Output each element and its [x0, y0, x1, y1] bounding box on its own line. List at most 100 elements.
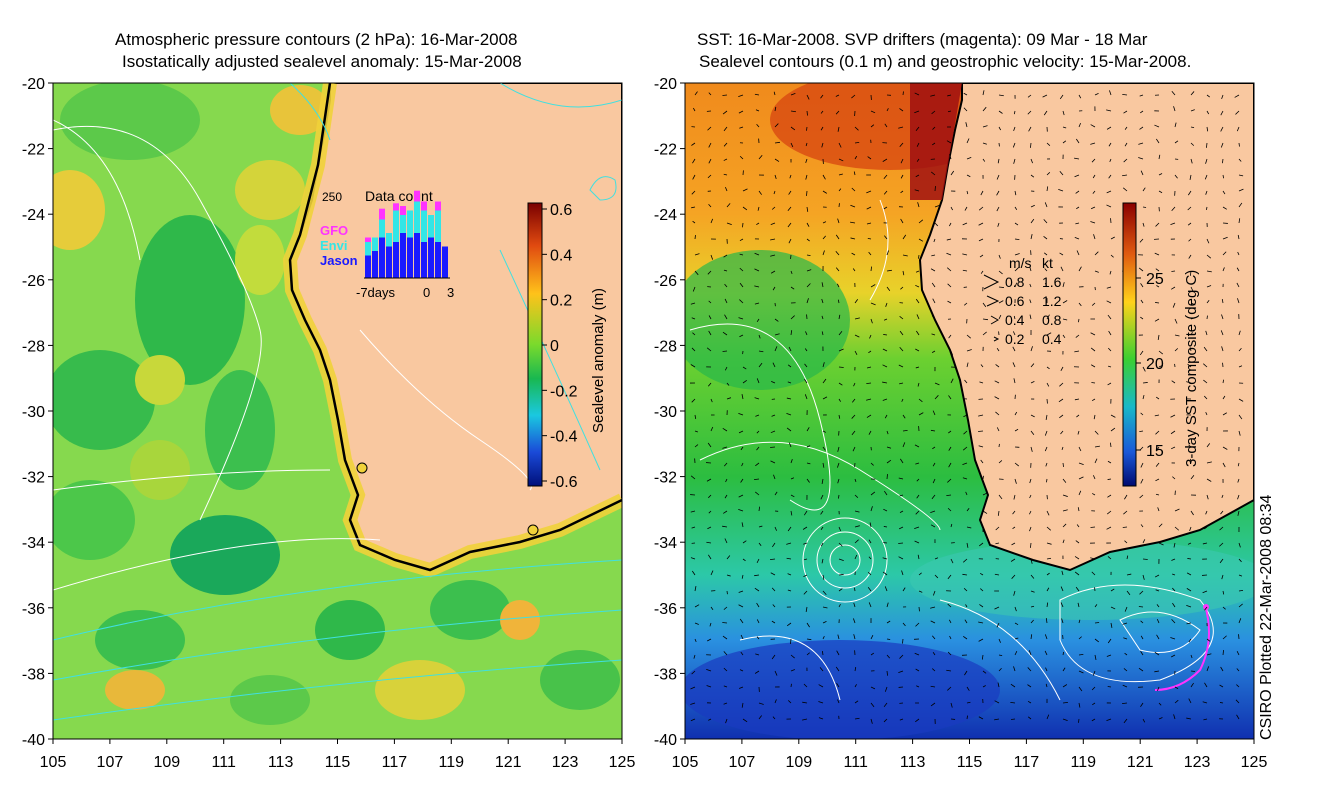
- colorbar-tick-label: 0.4: [550, 247, 572, 264]
- lat-tick-label: -28: [654, 338, 677, 355]
- lat-tick-label: -32: [654, 470, 677, 487]
- left-title-line1: Atmospheric pressure contours (2 hPa): 1…: [115, 30, 518, 49]
- lon-tick-label: 113: [900, 754, 926, 771]
- lat-tick-label: -34: [654, 535, 677, 552]
- inset-legend-jason: Jason: [320, 253, 358, 268]
- data-count-bar-gfo: [421, 201, 427, 211]
- inset-bars: [365, 190, 448, 278]
- data-count-bar-jason: [407, 237, 413, 278]
- colorbar-tick-label: 15: [1146, 443, 1164, 460]
- data-count-bar-jason: [365, 255, 371, 278]
- left-title-line2: Isostatically adjusted sealevel anomaly:…: [122, 52, 522, 71]
- colorbar-tick-label: -0.2: [550, 383, 578, 400]
- data-count-bar-gfo: [393, 203, 399, 211]
- lat-tick-label: -30: [654, 404, 677, 421]
- data-count-bar-jason: [372, 251, 378, 278]
- lat-tick-label: -28: [22, 338, 45, 355]
- data-count-bar-envi: [379, 219, 385, 238]
- lon-tick-label: 125: [1241, 754, 1268, 771]
- lon-tick-label: 109: [153, 754, 180, 771]
- data-count-bar-envi: [400, 215, 406, 233]
- sla-colorbar-ticks: 0.6 0.4 0.2 0 -0.2 -0.4 -0.6: [542, 202, 578, 491]
- lat-tick-label: -38: [654, 666, 677, 683]
- velocity-legend-kt: 1.2: [1042, 293, 1062, 309]
- lon-tick-label: 113: [268, 754, 294, 771]
- lon-tick-label: 125: [609, 754, 636, 771]
- data-count-bar-jason: [442, 246, 448, 278]
- sst-colorbar-ticks: 25 20 15: [1136, 271, 1164, 460]
- lon-tick-label: 117: [382, 754, 408, 771]
- inset-x-label-right: 3: [447, 285, 454, 300]
- data-count-bar-gfo: [435, 201, 441, 211]
- data-count-bar-envi: [372, 237, 378, 251]
- data-count-bar-envi: [414, 201, 420, 233]
- lon-tick-label: 107: [97, 754, 124, 771]
- data-count-bar-jason: [393, 242, 399, 278]
- lon-tick-label: 117: [1014, 754, 1040, 771]
- colorbar-tick-label: 0.6: [550, 202, 572, 219]
- velocity-legend-kt: 0.8: [1042, 312, 1062, 328]
- lat-tick-label: -32: [22, 470, 45, 487]
- lon-tick-label: 109: [785, 754, 812, 771]
- velocity-legend-ms-header: m/s: [1009, 255, 1032, 271]
- inset-legend-envi: Envi: [320, 238, 347, 253]
- data-count-bar-envi: [407, 210, 413, 238]
- drifter-track: [1154, 604, 1210, 691]
- data-count-bar-envi: [386, 233, 392, 247]
- left-lat-axis: -20 -22 -24 -26 -28 -30 -32 -34 -36 -38 -40: [22, 76, 53, 749]
- lon-tick-label: 115: [957, 754, 983, 771]
- sealevel-contours: [689, 199, 1214, 701]
- lon-tick-label: 107: [729, 754, 756, 771]
- data-count-bar-jason: [421, 242, 427, 278]
- velocity-legend-kt: 0.4: [1042, 331, 1062, 347]
- data-count-bar-envi: [428, 215, 434, 238]
- lat-tick-label: -24: [654, 207, 677, 224]
- sla-anomaly-blobs: [53, 83, 620, 725]
- data-count-bar-gfo: [400, 206, 406, 215]
- data-count-bar-jason: [414, 233, 420, 278]
- lat-tick-label: -22: [22, 142, 45, 159]
- data-count-bar-envi: [365, 242, 371, 256]
- velocity-legend-ms: 0.8: [1005, 274, 1025, 290]
- data-count-bar-gfo: [365, 237, 371, 242]
- inset-x-label-left: -7days: [356, 285, 396, 300]
- inset-x-label-mid: 0: [423, 285, 430, 300]
- lat-tick-label: -24: [22, 207, 45, 224]
- inset-legend-gfo: GFO: [320, 223, 348, 238]
- lon-tick-label: 119: [439, 754, 465, 771]
- lon-tick-label: 121: [495, 754, 522, 771]
- colorbar-tick-label: 0.2: [550, 293, 572, 310]
- data-count-bar-jason: [435, 242, 441, 278]
- data-count-bar-gfo: [379, 208, 385, 220]
- left-lon-axis: 105 107 109 111 113 115 117 119 121 123 125: [40, 739, 636, 771]
- lat-tick-label: -40: [22, 732, 45, 749]
- velocity-legend: m/s kt 0.8 1.6 0.6 1.2 0.4 0.8 0.2 0.4: [983, 255, 1062, 347]
- right-lat-axis: -20 -22 -24 -26 -28 -30 -32 -34 -36 -38 -40: [654, 76, 685, 749]
- data-count-bar-jason: [379, 237, 385, 278]
- data-count-inset: 250 Data count GFO Envi Jason -7days 0 3: [320, 188, 454, 300]
- left-map: -20 -22 -24 -26 -28 -30 -32 -34 -36 -38 -40 105 107…: [22, 76, 636, 771]
- lon-tick-label: 115: [325, 754, 351, 771]
- velocity-legend-kt: 1.6: [1042, 274, 1062, 290]
- left-coastline: [288, 83, 622, 572]
- tide-gauge-marker: [356, 462, 368, 474]
- right-land-mass: [918, 83, 1254, 572]
- sst-colorbar: [1122, 202, 1137, 487]
- velocity-legend-ms: 0.4: [1005, 312, 1025, 328]
- sla-colorbar: [527, 202, 543, 487]
- inset-max-label: 250: [322, 190, 342, 204]
- lat-tick-label: -26: [654, 273, 677, 290]
- lon-tick-label: 105: [672, 754, 699, 771]
- colorbar-tick-label: -0.4: [550, 429, 578, 446]
- lon-tick-label: 123: [552, 754, 579, 771]
- lon-tick-label: 111: [844, 754, 868, 771]
- sla-colorbar-label: Sealevel anomaly (m): [590, 287, 607, 433]
- lat-tick-label: -20: [22, 76, 45, 93]
- lat-tick-label: -26: [22, 273, 45, 290]
- lat-tick-label: -20: [654, 76, 677, 93]
- lon-tick-label: 123: [1184, 754, 1211, 771]
- lat-tick-label: -36: [654, 601, 677, 618]
- lat-tick-label: -36: [22, 601, 45, 618]
- colorbar-tick-label: 0: [550, 338, 559, 355]
- right-title-line2: Sealevel contours (0.1 m) and geostrophi…: [699, 52, 1192, 71]
